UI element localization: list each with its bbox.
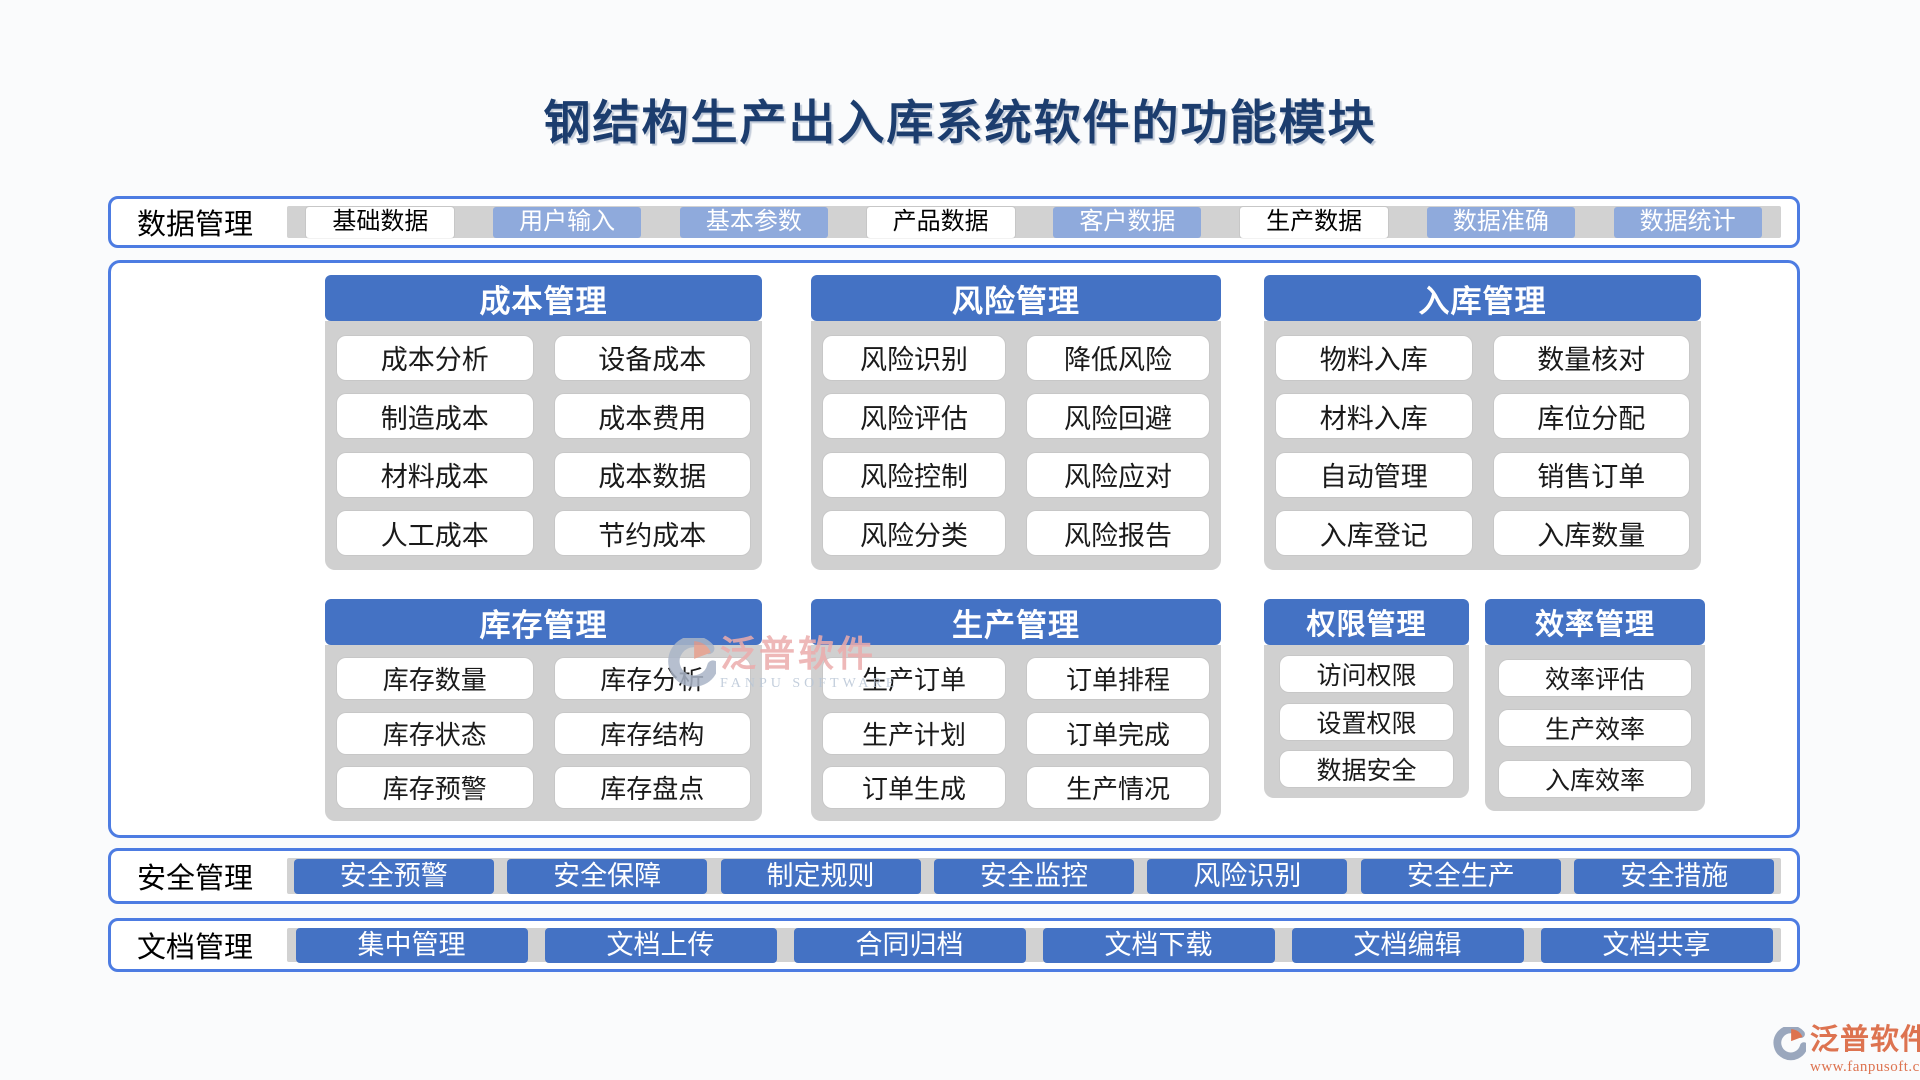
safety-bar-button[interactable]: 制定规则 xyxy=(720,858,921,894)
safety-bar-button[interactable]: 安全生产 xyxy=(1360,858,1561,894)
module-button[interactable]: 生产订单 xyxy=(823,658,1005,700)
data-management-label: 数据管理 xyxy=(137,209,254,241)
module-button[interactable]: 库存结构 xyxy=(554,712,750,754)
data-management-bar: 数据管理 基础数据 用户输入 基本参数 产品数据 客户数据 生产数据 数据准确 … xyxy=(108,196,1800,248)
module-button[interactable]: 销售订单 xyxy=(1493,452,1689,497)
module-button[interactable]: 制造成本 xyxy=(337,394,533,439)
document-management-strip: 集中管理 文档上传 合同归档 文档下载 文档编辑 文档共享 xyxy=(287,927,1781,963)
module-button[interactable]: 风险应对 xyxy=(1027,452,1209,497)
module-button[interactable]: 节约成本 xyxy=(554,511,750,556)
panel-risk-management: 风险管理 风险识别 降低风险 风险评估 风险回避 风险控制 风险应对 风险分类 风险报告 xyxy=(811,275,1221,570)
panel-inbound-management: 入库管理 物料入库 数量核对 材料入库 库位分配 自动管理 销售订单 入库登记 入库数量 xyxy=(1264,275,1701,570)
module-button[interactable]: 库存预警 xyxy=(337,766,533,808)
panel-permission-management: 权限管理 访问权限设置权限数据安全 xyxy=(1264,599,1469,798)
module-button[interactable]: 物料入库 xyxy=(1276,335,1472,380)
module-button[interactable]: 数量核对 xyxy=(1493,335,1689,380)
module-button[interactable]: 风险控制 xyxy=(823,452,1005,497)
doc-bar-button[interactable]: 文档下载 xyxy=(1042,927,1275,963)
panel-inventory-management: 库存管理 库存数量 库存分析 库存状态 库存结构 库存预警 库存盘点 xyxy=(325,599,762,821)
module-button[interactable]: 库存分析 xyxy=(554,658,750,700)
module-button[interactable]: 入库效率 xyxy=(1499,760,1691,797)
safety-bar-button[interactable]: 安全监控 xyxy=(933,858,1134,894)
module-button[interactable]: 自动管理 xyxy=(1276,452,1472,497)
module-button[interactable]: 风险回避 xyxy=(1027,394,1209,439)
module-button[interactable]: 风险评估 xyxy=(823,394,1005,439)
module-panels-container: 成本管理 成本分析 设备成本 制造成本 成本费用 材料成本 成本数据 人工成本 节约成本 风险… xyxy=(108,260,1800,838)
module-button[interactable]: 订单完成 xyxy=(1027,712,1209,754)
module-button[interactable]: 生产情况 xyxy=(1027,766,1209,808)
doc-bar-button[interactable]: 合同归档 xyxy=(793,927,1026,963)
data-bar-button[interactable]: 基本参数 xyxy=(679,206,828,238)
watermark-brand-text: 泛普软件 xyxy=(1810,1024,1920,1056)
safety-bar-button[interactable]: 安全措施 xyxy=(1574,858,1775,894)
module-button[interactable]: 风险分类 xyxy=(823,511,1005,556)
panel-production-title: 生产管理 xyxy=(811,599,1221,645)
panel-inventory-title: 库存管理 xyxy=(325,599,762,645)
data-bar-button[interactable]: 数据统计 xyxy=(1613,206,1762,238)
safety-management-bar: 安全管理 安全预警 安全保障 制定规则 安全监控 风险识别 安全生产 安全措施 xyxy=(108,848,1800,904)
panel-production-body: 生产订单 订单排程 生产计划 订单完成 订单生成 生产情况 xyxy=(811,645,1221,821)
panel-cost-management: 成本管理 成本分析 设备成本 制造成本 成本费用 材料成本 成本数据 人工成本 节约成本 xyxy=(325,275,762,570)
fanpu-logo-icon xyxy=(1773,1027,1806,1061)
module-button[interactable]: 风险报告 xyxy=(1027,511,1209,556)
panel-permission-title: 权限管理 xyxy=(1264,599,1469,645)
panel-efficiency-title: 效率管理 xyxy=(1485,599,1705,645)
module-button[interactable]: 成本分析 xyxy=(337,335,533,380)
module-button[interactable]: 入库数量 xyxy=(1493,511,1689,556)
panel-cost-body: 成本分析 设备成本 制造成本 成本费用 材料成本 成本数据 人工成本 节约成本 xyxy=(325,321,762,570)
module-button[interactable]: 数据安全 xyxy=(1280,750,1453,787)
data-bar-button[interactable]: 产品数据 xyxy=(866,206,1015,238)
module-button[interactable]: 订单排程 xyxy=(1027,658,1209,700)
data-management-strip: 基础数据 用户输入 基本参数 产品数据 客户数据 生产数据 数据准确 数据统计 xyxy=(287,206,1781,238)
panel-risk-body: 风险识别 降低风险 风险评估 风险回避 风险控制 风险应对 风险分类 风险报告 xyxy=(811,321,1221,570)
panel-inventory-body: 库存数量 库存分析 库存状态 库存结构 库存预警 库存盘点 xyxy=(325,645,762,821)
panel-efficiency-management: 效率管理 效率评估生产效率入库效率 xyxy=(1485,599,1705,811)
data-bar-button[interactable]: 客户数据 xyxy=(1053,206,1202,238)
module-button[interactable]: 设备成本 xyxy=(554,335,750,380)
module-button[interactable]: 成本费用 xyxy=(554,394,750,439)
watermark-corner: 泛普软件 www.fanpusoft.com xyxy=(1772,1026,1920,1076)
module-button[interactable]: 成本数据 xyxy=(554,452,750,497)
safety-bar-button[interactable]: 安全预警 xyxy=(293,858,494,894)
panel-inbound-title: 入库管理 xyxy=(1264,275,1701,321)
data-bar-button[interactable]: 生产数据 xyxy=(1240,206,1389,238)
watermark-site-url: www.fanpusoft.com xyxy=(1810,1059,1920,1075)
doc-bar-button[interactable]: 集中管理 xyxy=(295,927,528,963)
module-button[interactable]: 人工成本 xyxy=(337,511,533,556)
panel-efficiency-body: 效率评估生产效率入库效率 xyxy=(1485,645,1705,811)
panel-production-management: 生产管理 生产订单 订单排程 生产计划 订单完成 订单生成 生产情况 xyxy=(811,599,1221,821)
doc-bar-button[interactable]: 文档编辑 xyxy=(1291,927,1524,963)
data-bar-button[interactable]: 用户输入 xyxy=(493,206,642,238)
module-button[interactable]: 库存盘点 xyxy=(554,766,750,808)
module-button[interactable]: 库位分配 xyxy=(1493,394,1689,439)
safety-management-strip: 安全预警 安全保障 制定规则 安全监控 风险识别 安全生产 安全措施 xyxy=(287,858,1781,894)
document-management-bar: 文档管理 集中管理 文档上传 合同归档 文档下载 文档编辑 文档共享 xyxy=(108,918,1800,972)
document-management-label: 文档管理 xyxy=(137,932,254,964)
module-button[interactable]: 生产计划 xyxy=(823,712,1005,754)
module-button[interactable]: 生产效率 xyxy=(1499,710,1691,746)
doc-bar-button[interactable]: 文档上传 xyxy=(544,927,777,963)
module-button[interactable]: 效率评估 xyxy=(1499,659,1691,696)
safety-bar-button[interactable]: 安全保障 xyxy=(507,858,708,894)
safety-bar-button[interactable]: 风险识别 xyxy=(1147,858,1348,894)
module-button[interactable]: 设置权限 xyxy=(1280,703,1453,740)
data-bar-button[interactable]: 基础数据 xyxy=(306,206,455,238)
data-bar-button[interactable]: 数据准确 xyxy=(1426,206,1575,238)
panel-cost-title: 成本管理 xyxy=(325,275,762,321)
panel-permission-body: 访问权限设置权限数据安全 xyxy=(1264,645,1469,798)
module-button[interactable]: 材料入库 xyxy=(1276,394,1472,439)
module-button[interactable]: 降低风险 xyxy=(1027,335,1209,380)
module-button[interactable]: 访问权限 xyxy=(1280,656,1453,693)
module-button[interactable]: 订单生成 xyxy=(823,766,1005,808)
panel-risk-title: 风险管理 xyxy=(811,275,1221,321)
module-button[interactable]: 入库登记 xyxy=(1276,511,1472,556)
module-button[interactable]: 风险识别 xyxy=(823,335,1005,380)
module-button[interactable]: 材料成本 xyxy=(337,452,533,497)
doc-bar-button[interactable]: 文档共享 xyxy=(1540,927,1773,963)
page-title: 钢结构生产出入库系统软件的功能模块 xyxy=(543,98,1377,150)
safety-management-label: 安全管理 xyxy=(137,863,254,895)
module-button[interactable]: 库存状态 xyxy=(337,712,533,754)
panel-inbound-body: 物料入库 数量核对 材料入库 库位分配 自动管理 销售订单 入库登记 入库数量 xyxy=(1264,321,1701,570)
module-button[interactable]: 库存数量 xyxy=(337,658,533,700)
